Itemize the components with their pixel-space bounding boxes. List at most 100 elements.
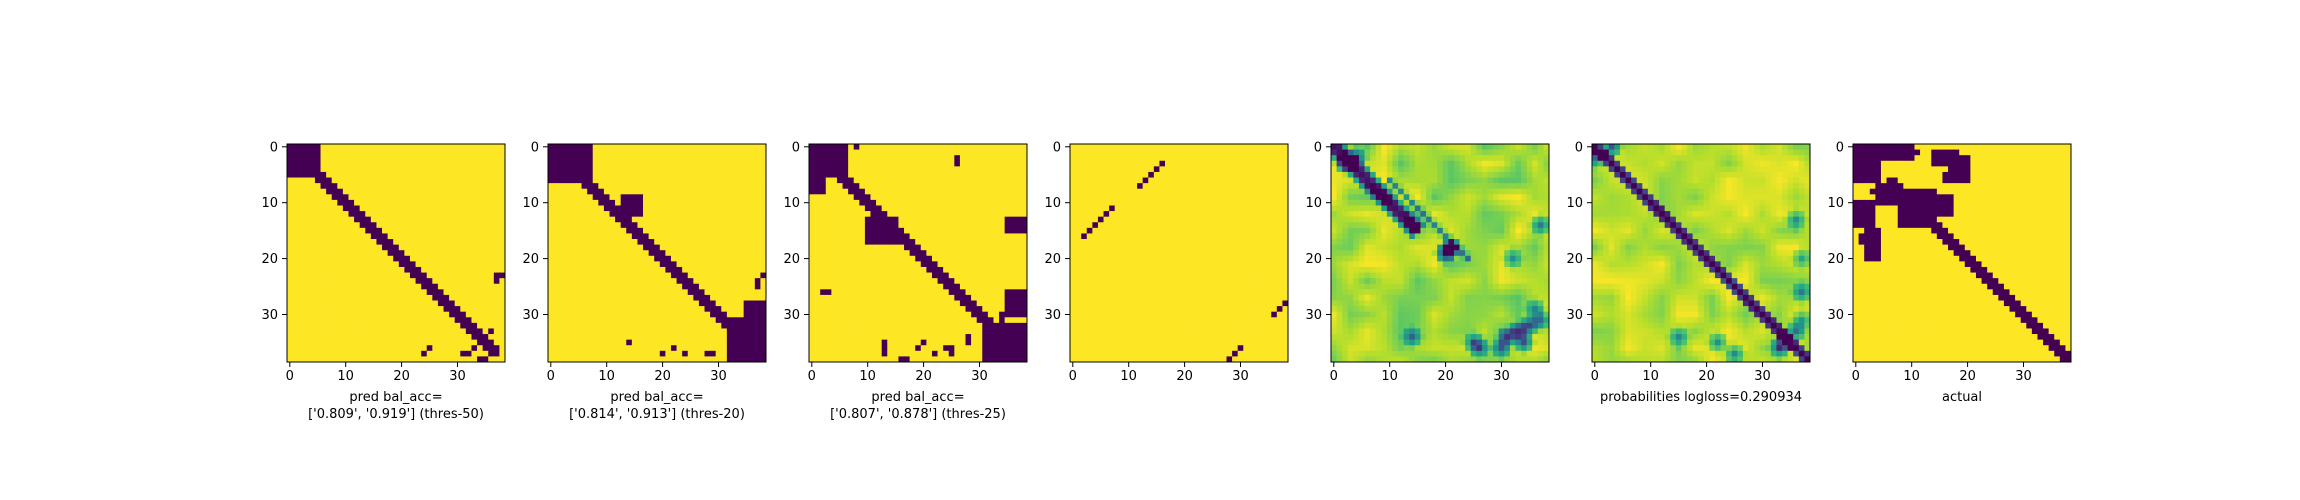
- heatmap-cell: [892, 289, 899, 296]
- heatmap-cell: [976, 233, 983, 240]
- heatmap-cell: [648, 194, 655, 201]
- heatmap-cell: [426, 222, 433, 229]
- heatmap-cell: [460, 194, 467, 201]
- heatmap-cell: [454, 272, 461, 279]
- heatmap-cell: [631, 317, 638, 324]
- heatmap-cell: [892, 239, 899, 245]
- heatmap-cell: [553, 160, 560, 167]
- heatmap-cell: [853, 306, 860, 313]
- heatmap-cell: [904, 306, 910, 313]
- heatmap-cell: [971, 155, 978, 162]
- heatmap-cell: [631, 177, 638, 184]
- heatmap-cell: [738, 216, 744, 223]
- heatmap-cell: [836, 160, 843, 167]
- heatmap-cell: [365, 328, 372, 335]
- heatmap-cell: [365, 255, 372, 262]
- heatmap-cell: [592, 239, 599, 245]
- heatmap-cell: [626, 272, 633, 279]
- heatmap-cell: [971, 188, 978, 195]
- heatmap-cell: [404, 356, 411, 363]
- heatmap-cell: [676, 317, 683, 324]
- heatmap-cell: [931, 250, 938, 257]
- heatmap-cell: [1086, 188, 1093, 195]
- heatmap-cell: [853, 211, 860, 218]
- heatmap-cell: [710, 250, 717, 257]
- heatmap-cell: [976, 345, 983, 352]
- heatmap-cell: [743, 216, 750, 223]
- heatmap-cell: [892, 317, 899, 324]
- heatmap-cell: [1010, 183, 1017, 190]
- heatmap-cell: [682, 216, 689, 223]
- heatmap-cell: [643, 356, 649, 363]
- heatmap-cell: [859, 233, 866, 240]
- heatmap-cell: [581, 183, 588, 190]
- heatmap-cell: [465, 239, 472, 245]
- heatmap-cell: [409, 311, 416, 318]
- heatmap-cell: [825, 306, 832, 313]
- heatmap-cell: [376, 278, 383, 285]
- heatmap-cell: [704, 211, 711, 218]
- heatmap-cell: [909, 166, 916, 173]
- heatmap-cell: [738, 345, 744, 352]
- heatmap-cell: [643, 188, 649, 195]
- heatmap-cell: [499, 266, 506, 273]
- heatmap-cell: [948, 266, 955, 273]
- heatmap-cell: [982, 356, 989, 363]
- heatmap-cell: [726, 289, 733, 296]
- heatmap-cell: [665, 261, 672, 268]
- heatmap-cell: [976, 317, 983, 324]
- heatmap-cell: [999, 199, 1005, 206]
- heatmap-cell: [704, 350, 711, 357]
- heatmap-cell: [309, 261, 316, 268]
- heatmap-cell: [643, 211, 649, 218]
- heatmap-cell: [859, 272, 866, 279]
- heatmap-cell: [477, 216, 483, 223]
- heatmap-cell: [298, 149, 305, 156]
- heatmap-cell: [915, 216, 922, 223]
- heatmap-cell: [836, 278, 843, 285]
- heatmap-cell: [982, 166, 989, 173]
- heatmap-cell: [931, 356, 938, 363]
- heatmap-cell: [971, 177, 978, 184]
- heatmap-cell: [943, 155, 950, 162]
- heatmap-cell: [365, 261, 372, 268]
- heatmap-cell: [876, 345, 883, 352]
- heatmap-cell: [710, 155, 717, 162]
- heatmap-cell: [721, 149, 728, 156]
- heatmap-cell: [454, 155, 461, 162]
- heatmap-cell: [432, 183, 439, 190]
- heatmap-cell: [1092, 166, 1099, 173]
- heatmap-cell: [1192, 188, 1199, 195]
- heatmap-cell: [626, 199, 633, 206]
- heatmap-cell: [603, 194, 610, 201]
- heatmap-cell: [920, 171, 927, 178]
- heatmap-cell: [982, 306, 989, 313]
- heatmap-cell: [870, 289, 877, 296]
- heatmap-cell: [465, 183, 472, 190]
- heatmap-cell: [743, 334, 750, 340]
- heatmap-cell: [581, 317, 588, 324]
- heatmap-cell: [870, 160, 877, 167]
- heatmap-cell: [820, 144, 827, 150]
- heatmap-cell: [820, 272, 827, 279]
- heatmap-cell: [909, 261, 916, 268]
- heatmap-cell: [892, 328, 899, 335]
- heatmap-cell: [760, 183, 767, 190]
- heatmap-cell: [721, 211, 728, 218]
- heatmap-cell: [732, 278, 739, 285]
- heatmap-cell: [754, 171, 761, 178]
- heatmap-cell: [1159, 160, 1166, 167]
- heatmap-cell: [654, 328, 661, 335]
- heatmap-cell: [864, 306, 871, 313]
- heatmap-cell: [348, 322, 355, 329]
- heatmap-cell: [665, 339, 672, 346]
- heatmap-cell: [1010, 334, 1017, 340]
- heatmap-cell: [598, 166, 605, 173]
- heatmap-cell: [876, 334, 883, 340]
- heatmap-cell: [959, 356, 966, 363]
- heatmap-cell: [331, 261, 338, 268]
- heatmap-cell: [982, 160, 989, 167]
- heatmap-cell: [1015, 294, 1022, 301]
- heatmap-cell: [738, 188, 744, 195]
